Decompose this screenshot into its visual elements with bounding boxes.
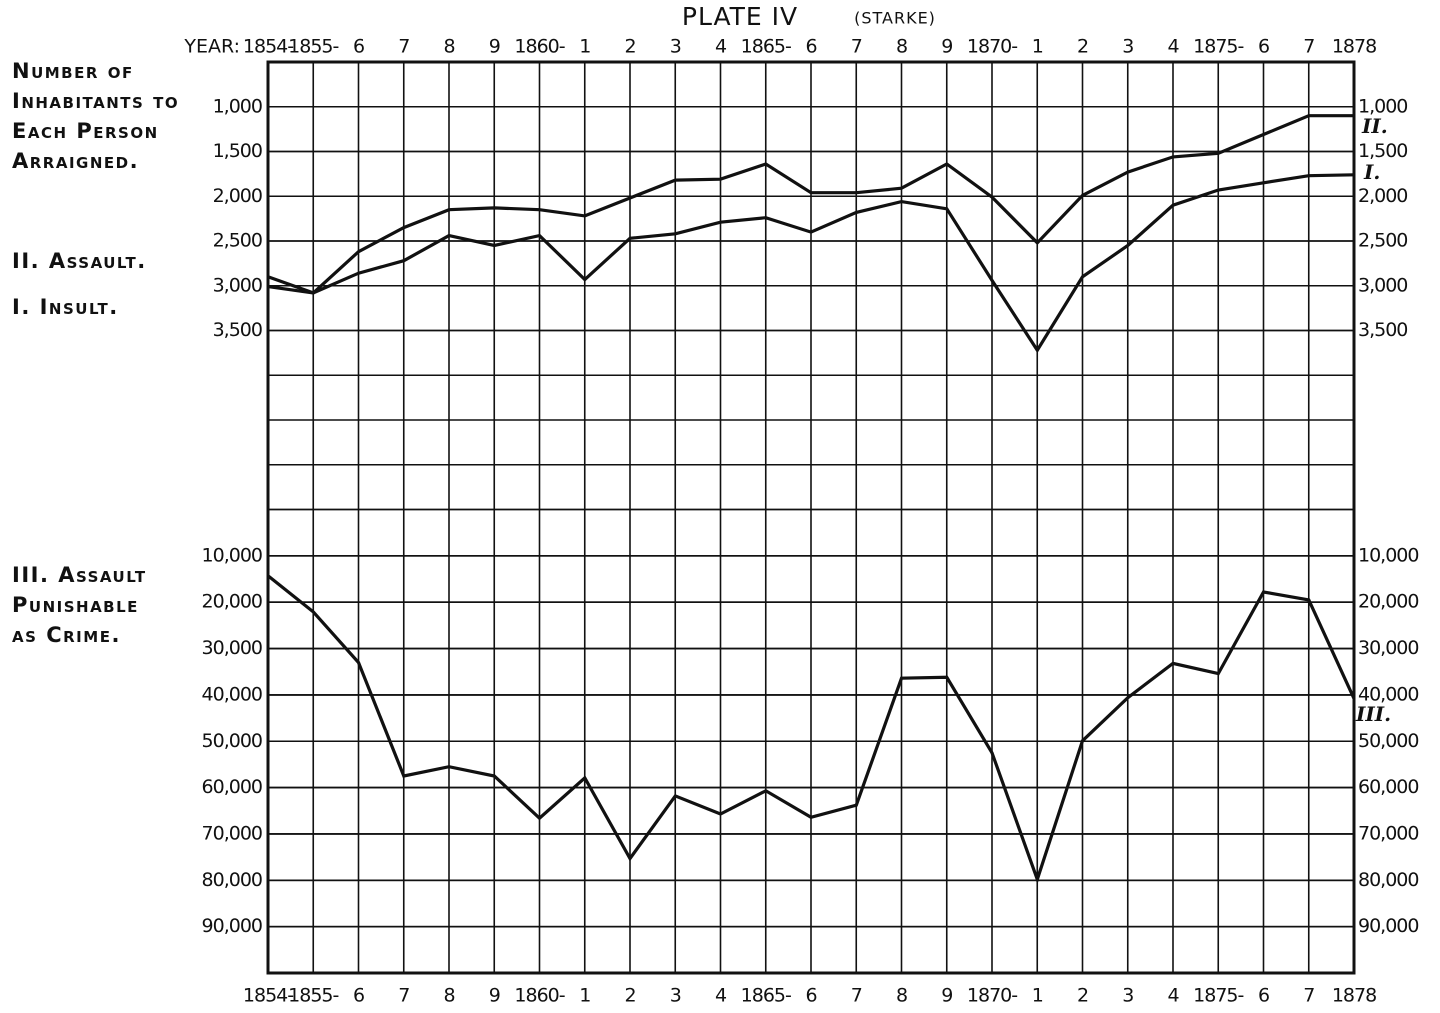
y-tick-label: 50,000 (202, 730, 262, 752)
x-tick-label-top: 1 (579, 36, 590, 58)
series-tag: I. (1364, 160, 1381, 184)
x-tick-label-top: 6 (805, 36, 816, 58)
y-tick-label: 70,000 (202, 822, 262, 844)
y-tick-label-right: 70,000 (1358, 822, 1418, 844)
y-tick-label: 30,000 (202, 637, 262, 659)
y-tick-label: 60,000 (202, 776, 262, 798)
y-tick-label: 10,000 (202, 544, 262, 566)
y-axis-title: Number of Inhabitants to Each Person Arr… (12, 59, 180, 173)
series-line (267, 574, 1356, 885)
y-tick-label-right: 60,000 (1358, 776, 1418, 798)
x-tick-label: 1875- (1193, 985, 1243, 1007)
y-tick-label: 1,000 (213, 95, 262, 117)
y-tick-label-right: 20,000 (1358, 591, 1418, 613)
x-tick-label: 6 (1258, 985, 1269, 1007)
x-tick-label-top: 1870- (967, 36, 1017, 58)
chart-title: PLATE IV (682, 2, 798, 31)
y-tick-label: 3,000 (213, 274, 262, 296)
x-tick-label: 8 (896, 985, 907, 1007)
y-tick-label: 2,000 (213, 185, 262, 207)
x-tick-label: 6 (353, 985, 364, 1007)
x-tick-label: 1855- (288, 985, 338, 1007)
x-axis-label: YEAR: (183, 36, 240, 58)
y-tick-label-right: 90,000 (1358, 915, 1418, 937)
y-tick-label-right: 1,500 (1358, 140, 1407, 162)
y-tick-label-right: 3,500 (1358, 319, 1407, 341)
x-tick-label-top: 9 (489, 36, 500, 58)
legend-label: III. Assault Punishable as Crime. (12, 563, 147, 647)
x-tick-label: 3 (670, 985, 681, 1007)
x-tick-label-top: 7 (851, 36, 862, 58)
y-tick-label: 20,000 (202, 591, 262, 613)
x-tick-label: 1 (1032, 985, 1043, 1007)
series-tag: II. (1362, 114, 1388, 138)
x-tick-label-top: 8 (896, 36, 907, 58)
x-tick-label-top: 6 (353, 36, 364, 58)
y-tick-label-right: 80,000 (1358, 869, 1418, 891)
x-tick-label-top: 3 (1122, 36, 1133, 58)
x-tick-label: 2 (624, 985, 635, 1007)
chart-subtitle: (STARKE) (854, 9, 936, 28)
x-tick-label-top: 1860- (514, 36, 564, 58)
plot-frame (266, 60, 1356, 975)
y-tick-label: 1,500 (213, 140, 262, 162)
x-tick-label: 3 (1122, 985, 1133, 1007)
y-tick-label-right: 2,000 (1358, 185, 1407, 207)
y-tick-label-right: 2,500 (1358, 230, 1407, 252)
x-tick-label: 1860- (514, 985, 564, 1007)
legend-label: I. Insult. (12, 295, 119, 319)
x-tick-label: 1878 (1332, 985, 1376, 1007)
series-line (267, 114, 1354, 295)
x-tick-label-top: 9 (941, 36, 952, 58)
x-tick-label-top: 2 (1077, 36, 1088, 58)
x-tick-label: 1865- (741, 985, 791, 1007)
y-tick-label: 2,500 (213, 230, 262, 252)
y-tick-label: 90,000 (202, 915, 262, 937)
y-tick-label: 3,500 (213, 319, 262, 341)
x-tick-label-top: 1855- (288, 36, 338, 58)
y-tick-label-right: 30,000 (1358, 637, 1418, 659)
y-tick-label: 40,000 (202, 683, 262, 705)
series-tag: III. (1356, 702, 1392, 726)
x-tick-label-top: 2 (624, 36, 635, 58)
y-tick-label-right: 10,000 (1358, 544, 1418, 566)
x-tick-label-top: 1878 (1332, 36, 1376, 58)
x-tick-label: 4 (1167, 985, 1179, 1007)
x-tick-label-top: 6 (1258, 36, 1269, 58)
y-tick-label-right: 1,000 (1358, 95, 1407, 117)
y-tick-label-right: 40,000 (1358, 683, 1418, 705)
x-tick-label-top: 1865- (741, 36, 791, 58)
x-tick-label: 9 (941, 985, 952, 1007)
x-tick-label-top: 1 (1032, 36, 1043, 58)
x-tick-label-top: 4 (715, 36, 727, 58)
y-tick-label-right: 3,000 (1358, 274, 1407, 296)
x-tick-label: 2 (1077, 985, 1088, 1007)
x-tick-label: 6 (805, 985, 816, 1007)
x-tick-label: 1 (579, 985, 590, 1007)
x-tick-label: 4 (715, 985, 727, 1007)
x-tick-label-top: 7 (398, 36, 409, 58)
x-tick-label-top: 4 (1167, 36, 1179, 58)
x-tick-label-top: 1854- (243, 36, 293, 58)
x-tick-label-top: 3 (670, 36, 681, 58)
y-tick-label: 80,000 (202, 869, 262, 891)
series-line (267, 173, 1355, 354)
x-tick-label: 9 (489, 985, 500, 1007)
x-tick-label-top: 8 (443, 36, 454, 58)
x-tick-label-top: 7 (1303, 36, 1314, 58)
x-tick-label: 7 (1303, 985, 1314, 1007)
x-tick-label: 1854- (243, 985, 293, 1007)
x-tick-label: 1870- (967, 985, 1017, 1007)
y-tick-label-right: 50,000 (1358, 730, 1418, 752)
x-tick-label: 7 (851, 985, 862, 1007)
legend-label: II. Assault. (12, 249, 147, 273)
x-tick-label: 8 (443, 985, 454, 1007)
x-tick-label: 7 (398, 985, 409, 1007)
x-tick-label-top: 1875- (1193, 36, 1243, 58)
